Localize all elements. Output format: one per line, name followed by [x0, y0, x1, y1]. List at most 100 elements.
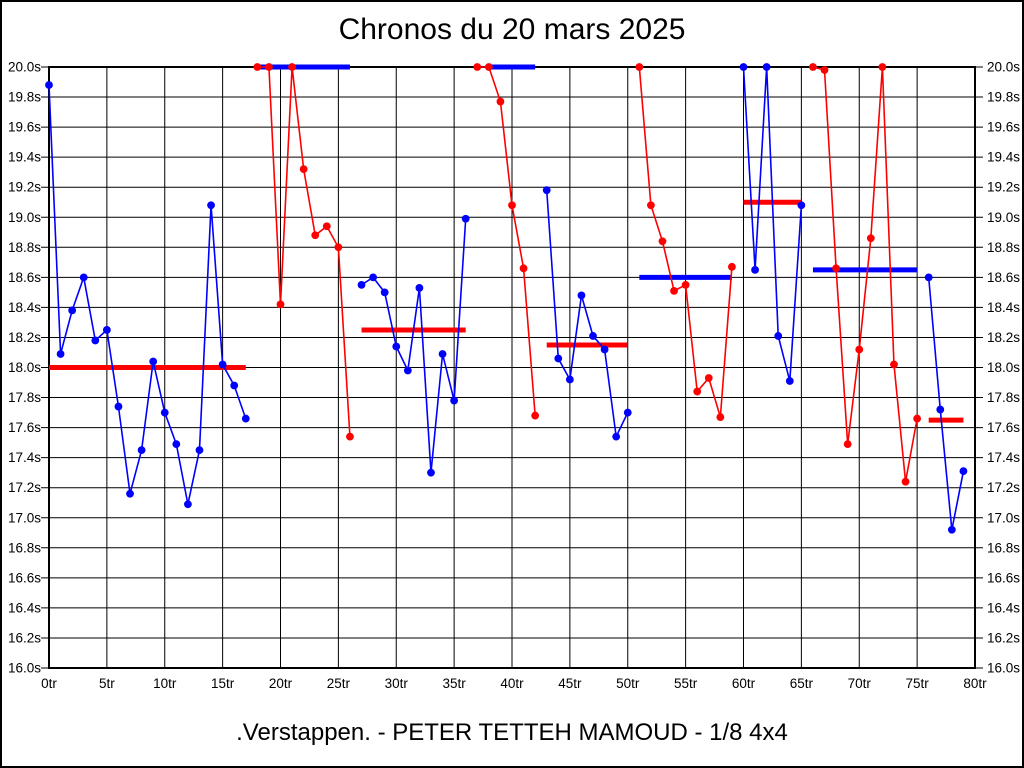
y-axis-label-left: 18.2s — [8, 330, 41, 345]
y-axis-label-left: 19.8s — [8, 90, 41, 105]
lap-point — [670, 286, 678, 295]
y-axis-label-left: 16.6s — [8, 570, 41, 585]
y-axis-label-right: 18.8s — [987, 240, 1020, 255]
y-axis-label-left: 18.6s — [8, 270, 41, 285]
lap-point — [357, 280, 366, 289]
x-axis-labels: 0tr 5tr 10tr 15tr 20tr 25tr 30tr 35tr 40tr 45tr 50… — [41, 676, 987, 691]
lap-point — [589, 332, 597, 340]
lap-point — [959, 467, 968, 476]
y-axis-label-right: 16.2s — [987, 630, 1020, 645]
lap-point — [415, 283, 424, 292]
y-axis-label-right: 17.8s — [987, 390, 1020, 405]
x-axis-label: 30tr — [385, 676, 409, 691]
lap-point — [704, 374, 713, 382]
lap-point — [380, 288, 389, 297]
y-axis-label-right: 16.6s — [987, 570, 1020, 585]
y-axis-label-right: 20.0s — [987, 60, 1020, 75]
y-axis-label-left: 17.4s — [8, 450, 41, 465]
y-axis-label-right: 19.6s — [987, 120, 1020, 135]
lap-point — [508, 201, 516, 210]
series-red-driver-laps — [253, 63, 922, 486]
y-axis-label-left: 20.0s — [8, 60, 41, 75]
lap-point — [137, 446, 146, 455]
lap-point — [554, 354, 563, 363]
y-axis-label-left: 17.2s — [8, 480, 41, 495]
y-axis-labels-left: 20.0s 19.8s 19.6s 19.4s 19.2s 19.0s 18.8s 18.6s… — [8, 60, 41, 676]
lap-point — [623, 408, 632, 417]
y-axis-label-right: 16.0s — [987, 661, 1020, 676]
lap-point — [913, 414, 922, 423]
x-axis-label: 55tr — [674, 676, 698, 691]
chart-footer: .Verstappen. - PETER TETTEH MAMOUD - 1/8… — [236, 719, 788, 746]
lap-point — [843, 440, 852, 449]
series-blue-driver-laps — [45, 63, 968, 534]
y-axis-label-left: 17.0s — [8, 510, 41, 525]
x-axis-label: 0tr — [41, 676, 57, 691]
y-axis-label-left: 18.0s — [8, 360, 41, 375]
x-axis-label: 15tr — [211, 676, 235, 691]
lap-point — [438, 350, 447, 358]
lap-point — [936, 405, 945, 414]
lap-point — [207, 201, 215, 210]
x-axis-label: 45tr — [558, 676, 582, 691]
y-axis-label-right: 17.4s — [987, 450, 1020, 465]
lap-point — [149, 357, 158, 366]
lap-point — [288, 63, 296, 71]
lap-point — [265, 63, 273, 71]
lap-point — [600, 345, 609, 354]
lap-point — [230, 381, 239, 390]
lap-point — [797, 201, 806, 210]
lap-point — [184, 500, 192, 509]
lap-point — [160, 408, 169, 417]
stint-line — [257, 66, 351, 437]
lap-point — [565, 375, 574, 384]
x-axis-label: 40tr — [500, 676, 524, 691]
lap-point — [45, 81, 53, 89]
lap-point — [450, 396, 459, 405]
lap-point — [924, 273, 933, 282]
lap-point — [68, 306, 77, 315]
y-axis-label-right: 19.0s — [987, 210, 1020, 225]
y-axis-labels-right: 20.0s 19.8s 19.6s 19.4s 19.2s 19.0s 18.8s 18.6s… — [987, 60, 1020, 676]
y-axis-label-left: 16.2s — [8, 630, 41, 645]
lap-point — [658, 237, 667, 246]
lap-point — [114, 402, 123, 411]
lap-point — [276, 300, 285, 309]
lap-point — [322, 222, 331, 231]
lap-point — [878, 63, 887, 71]
lap-point — [253, 63, 262, 71]
stint-line — [361, 218, 467, 473]
lap-point — [484, 63, 493, 71]
y-axis-label-right: 18.6s — [987, 270, 1020, 285]
lap-point — [126, 489, 134, 498]
x-axis-label: 70tr — [848, 676, 872, 691]
x-axis-label: 5tr — [99, 676, 115, 691]
y-axis-label-right: 17.6s — [987, 420, 1020, 435]
x-axis-label: 35tr — [442, 676, 466, 691]
lap-point — [218, 360, 227, 369]
lap-point — [647, 201, 655, 210]
lap-point — [693, 387, 702, 396]
lap-point — [751, 265, 759, 274]
lap-point — [947, 525, 956, 534]
y-axis-label-left: 18.8s — [8, 240, 41, 255]
x-axis-label: 60tr — [732, 676, 756, 691]
y-axis-label-right: 16.8s — [987, 540, 1020, 555]
stint-line — [742, 66, 803, 382]
y-axis-label-left: 18.4s — [8, 300, 41, 315]
y-axis-label-right: 17.2s — [987, 480, 1020, 495]
lap-point — [785, 377, 794, 385]
y-axis-label-right: 18.2s — [987, 330, 1020, 345]
y-axis-label-right: 18.4s — [987, 300, 1020, 315]
y-axis-label-right: 18.0s — [987, 360, 1020, 375]
lap-point — [369, 273, 377, 282]
y-axis-label-left: 16.8s — [8, 540, 41, 555]
y-axis-label-right: 19.4s — [987, 150, 1020, 165]
stint-line — [545, 190, 629, 440]
y-axis-label-right: 16.4s — [987, 600, 1020, 615]
lap-point — [334, 243, 343, 252]
lap-point — [866, 234, 875, 243]
lap-point — [531, 411, 540, 420]
lap-point — [461, 214, 470, 223]
